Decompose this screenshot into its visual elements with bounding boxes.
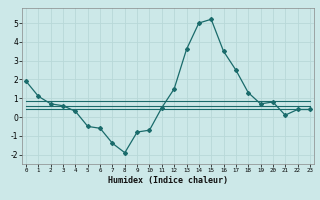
X-axis label: Humidex (Indice chaleur): Humidex (Indice chaleur) <box>108 176 228 185</box>
